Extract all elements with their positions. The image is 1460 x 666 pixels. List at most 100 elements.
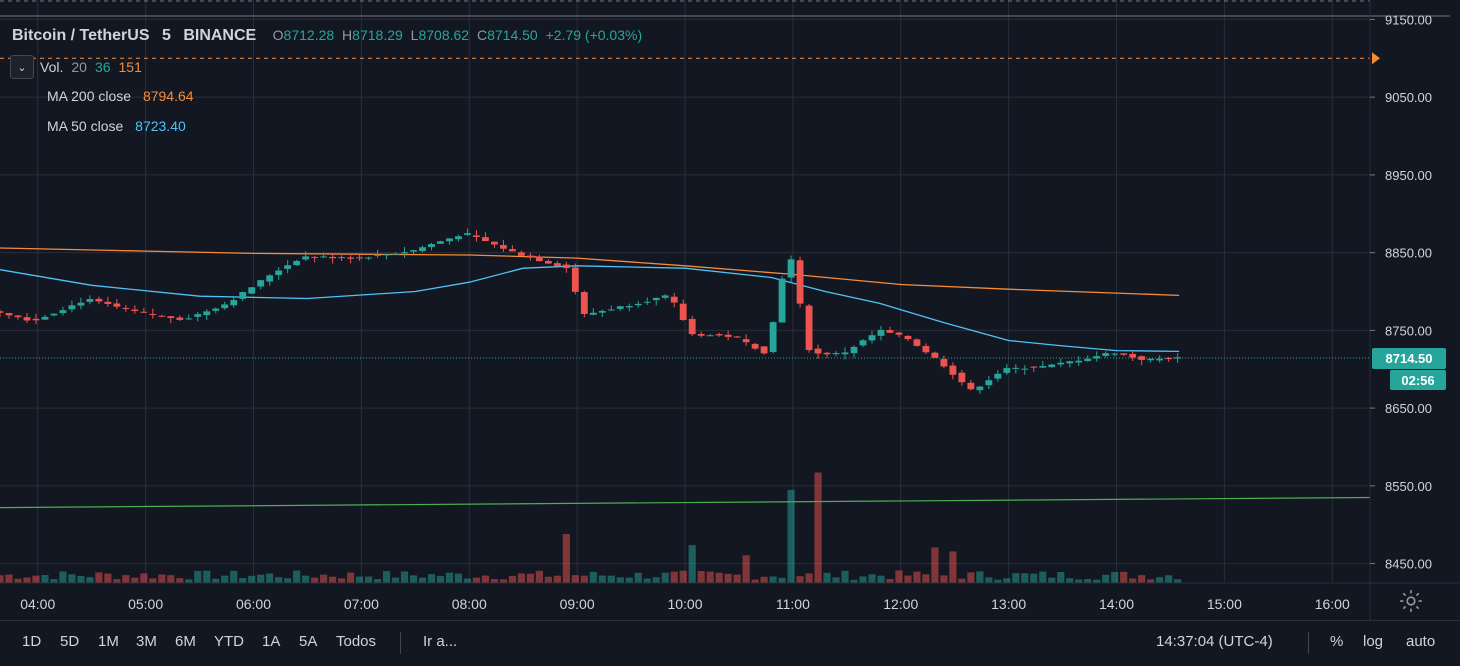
volume-bar — [176, 578, 184, 583]
candle-body — [589, 312, 597, 315]
candle-body — [526, 255, 534, 258]
candle-body — [1075, 360, 1083, 363]
volume-bar — [508, 575, 516, 583]
volume-bar — [1093, 579, 1101, 583]
volume-bar — [104, 573, 112, 583]
volume-bar — [949, 551, 957, 583]
volume-param-1: 20 — [71, 59, 87, 75]
candle-body — [95, 298, 103, 302]
candle-body — [805, 305, 813, 351]
candle-body — [104, 301, 112, 304]
tf-6m[interactable]: 6M — [175, 633, 196, 650]
tf-ytd[interactable]: YTD — [214, 633, 244, 650]
volume-bar — [346, 572, 355, 583]
ma200-label[interactable]: MA 200 close — [47, 88, 132, 104]
volume-bar — [221, 575, 229, 583]
x-tick-label: 16:00 — [1315, 596, 1350, 612]
tf-todos[interactable]: Todos — [336, 633, 377, 650]
candle-body — [751, 343, 759, 349]
x-tick-label: 10:00 — [667, 596, 702, 612]
volume-bar — [913, 571, 921, 583]
tf-1m[interactable]: 1M — [98, 633, 119, 650]
auto-toggle[interactable]: auto — [1406, 633, 1436, 650]
interval-label: 5 — [161, 27, 171, 44]
volume-bar — [706, 571, 714, 583]
candle-body — [5, 312, 13, 316]
candle-body — [347, 257, 355, 259]
tf-3m[interactable]: 3M — [136, 633, 157, 650]
candle-body — [697, 333, 705, 336]
volume-bar — [553, 575, 561, 583]
volume-bar — [742, 555, 750, 583]
x-tick-label: 07:00 — [344, 596, 379, 612]
log-toggle[interactable]: log — [1363, 633, 1384, 650]
volume-bar — [68, 574, 76, 583]
volume-bar — [796, 576, 804, 583]
candle-body — [356, 257, 363, 259]
volume-bar — [248, 575, 256, 583]
y-tick-label: 8650.00 — [1385, 401, 1432, 416]
volume-bar — [257, 574, 265, 583]
candle-body — [41, 316, 49, 320]
candle-body — [778, 278, 786, 323]
ma50-label[interactable]: MA 50 close — [47, 118, 124, 134]
volume-bar — [1138, 575, 1146, 583]
timezone-clock[interactable]: 14:37:04 (UTC-4) — [1156, 633, 1273, 650]
x-tick-label: 05:00 — [128, 596, 163, 612]
volume-bar — [760, 576, 768, 583]
volume-bar — [382, 571, 391, 583]
volume-bar — [0, 575, 4, 583]
volume-bar — [427, 574, 436, 583]
candle-body — [1012, 367, 1020, 369]
candle-body — [940, 359, 948, 367]
tf-1a[interactable]: 1A — [262, 633, 281, 650]
collapse-indicators-button[interactable]: ⌄ — [10, 55, 34, 79]
change-value: +2.79 (+0.03%) — [545, 27, 643, 43]
settings-gear-icon[interactable] — [1398, 588, 1424, 614]
volume-bar — [571, 575, 579, 583]
candle-body — [338, 257, 346, 259]
volume-label[interactable]: Vol. — [40, 59, 64, 75]
x-tick-label: 13:00 — [991, 596, 1026, 612]
tf-5d[interactable]: 5D — [60, 633, 80, 650]
goto-date-button[interactable]: Ir a... — [423, 633, 458, 650]
symbol-title[interactable]: Bitcoin / TetherUS — [12, 27, 150, 44]
volume-bar — [778, 577, 786, 583]
volume-bar — [338, 578, 346, 583]
candle-body — [985, 380, 993, 386]
candle-body — [877, 329, 885, 336]
volume-bar — [724, 573, 732, 583]
toolbar-divider — [1308, 632, 1309, 654]
tf-1d[interactable]: 1D — [22, 633, 42, 650]
candle-body — [742, 339, 750, 343]
candle-body — [248, 287, 256, 294]
x-tick-label: 11:00 — [776, 596, 810, 612]
candle-body — [607, 309, 615, 311]
candle-body — [886, 330, 894, 333]
candle-body — [0, 311, 4, 313]
volume-bar — [329, 576, 337, 583]
volume-bar — [32, 575, 40, 583]
ma50-value: 8723.40 — [135, 118, 186, 134]
candle-body — [311, 256, 319, 258]
countdown-badge-text: 02:56 — [1401, 373, 1434, 388]
volume-bar — [1156, 577, 1164, 583]
candle-body — [1057, 362, 1065, 365]
candle-body — [1129, 353, 1137, 358]
x-tick-label: 04:00 — [20, 596, 55, 612]
volume-bar — [409, 575, 418, 583]
candle-body — [113, 303, 121, 307]
tf-5a[interactable]: 5A — [299, 633, 318, 650]
candle-body — [517, 252, 525, 256]
candle-body — [239, 292, 247, 299]
candle-body — [1066, 361, 1074, 364]
y-tick-label: 8550.00 — [1385, 479, 1432, 494]
percent-toggle[interactable]: % — [1330, 633, 1344, 650]
candle-body — [401, 252, 408, 254]
candle-body — [859, 340, 867, 346]
x-tick-label: 12:00 — [883, 596, 918, 612]
chart-legend: Bitcoin / TetherUS 5 BINANCE O8712.28 H8… — [12, 27, 642, 45]
price-chart[interactable]: 9150.00 9050.00 8950.00 8850.00 8750.00 8650.… — [0, 0, 1460, 620]
volume-bar — [643, 578, 651, 583]
volume-bar — [1030, 573, 1038, 583]
